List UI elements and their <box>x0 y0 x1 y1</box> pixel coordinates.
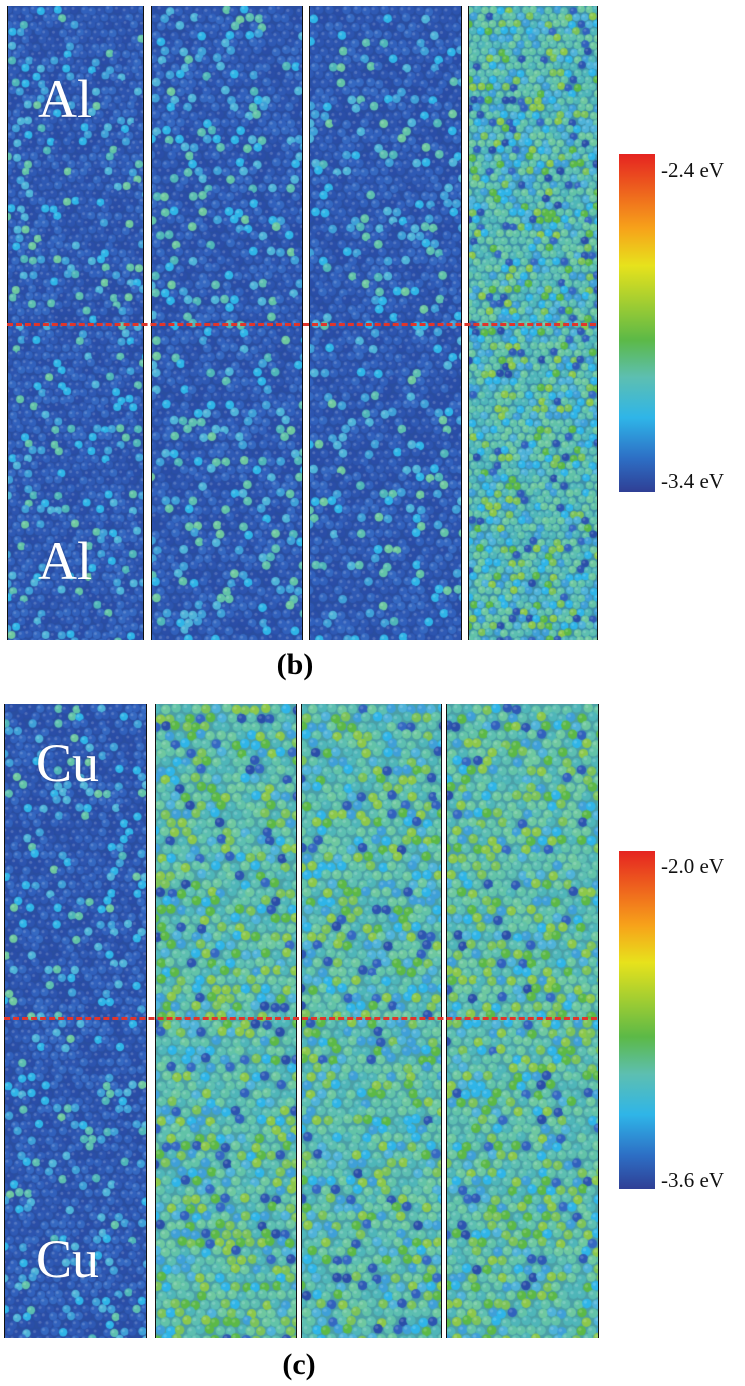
colorbar-max-label-c: -2.0 eV <box>661 854 724 878</box>
interface-line-c <box>4 1017 597 1020</box>
atom-strip-c-3 <box>301 704 442 1338</box>
atom-map-canvas <box>447 704 598 1338</box>
material-label-bottom-c: Cu <box>36 1229 100 1289</box>
material-label-top-b: Al <box>38 69 92 129</box>
panel-label-c: (c) <box>282 1348 316 1381</box>
atom-map-canvas <box>302 704 441 1338</box>
atom-strip-c-4 <box>446 704 599 1338</box>
interface-line-b <box>7 323 596 326</box>
atom-map-canvas <box>156 704 296 1338</box>
colorbar-min-label-b: -3.4 eV <box>661 469 724 493</box>
colorbar-min-label-c: -3.6 eV <box>661 1168 724 1192</box>
material-label-top-c: Cu <box>36 733 100 793</box>
atom-map-canvas <box>5 704 146 1338</box>
atom-strip-c-2 <box>155 704 297 1338</box>
colorbar-b <box>619 154 655 492</box>
colorbar-max-label-b: -2.4 eV <box>661 158 724 182</box>
colorbar-c-bar <box>619 851 655 1189</box>
panel-label-b: (b) <box>276 648 314 681</box>
atom-strip-c-1 <box>4 704 147 1338</box>
material-label-bottom-b: Al <box>38 531 92 591</box>
